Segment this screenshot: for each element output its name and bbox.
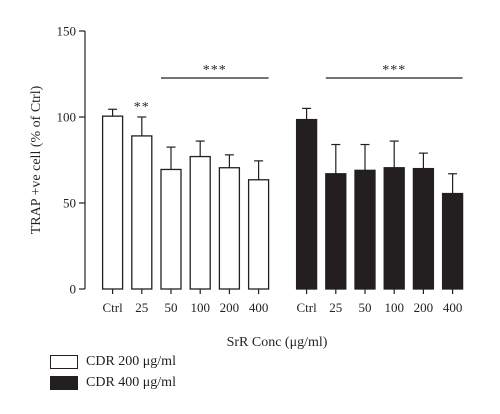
bar — [383, 167, 405, 290]
x-tick-label: Ctrl — [102, 300, 123, 315]
bar — [441, 192, 464, 290]
legend-item-cdr-200: CDR 200 μg/ml — [50, 352, 176, 372]
bar — [189, 155, 211, 290]
significance-marker: *** — [382, 63, 406, 78]
bar — [131, 135, 153, 290]
y-tick-label: 100 — [57, 110, 77, 125]
x-tick-label: 25 — [329, 300, 342, 315]
x-tick-label: 50 — [359, 300, 372, 315]
y-tick-label: 50 — [63, 196, 76, 211]
x-tick-label: Ctrl — [296, 300, 317, 315]
x-tick-label: 200 — [414, 300, 434, 315]
y-axis-title: TRAP +ve cell (% of Ctrl) — [29, 85, 44, 234]
legend: CDR 200 μg/ml CDR 400 μg/ml — [50, 352, 176, 394]
legend-swatch-cdr-400 — [50, 376, 78, 390]
x-tick-label: 50 — [165, 300, 178, 315]
bar — [412, 167, 435, 290]
bar — [247, 179, 270, 290]
x-tick-label: 400 — [249, 300, 269, 315]
y-tick-label: 150 — [57, 24, 77, 39]
bar — [101, 115, 124, 290]
y-tick-label: 0 — [70, 282, 77, 297]
x-tick-label: 100 — [384, 300, 404, 315]
legend-label-cdr-200: CDR 200 μg/ml — [86, 354, 176, 369]
bar — [218, 167, 241, 290]
x-tick-label: 400 — [443, 300, 463, 315]
bar-chart: TRAP +ve cell (% of Ctrl) SrR Conc (μg/m… — [29, 24, 464, 350]
plot-area: 0 50 100 150 Ctrl 25 50 100 200 400 Ctrl 25 50 100 200… — [57, 24, 464, 315]
bar — [354, 169, 376, 290]
x-tick-label: 25 — [135, 300, 148, 315]
x-tick-label: 100 — [190, 300, 210, 315]
legend-item-cdr-400: CDR 400 μg/ml — [50, 373, 176, 393]
legend-swatch-cdr-200 — [50, 355, 78, 369]
bar — [160, 168, 182, 290]
bar — [295, 118, 318, 290]
bar — [325, 173, 347, 290]
x-tick-label: 200 — [220, 300, 240, 315]
x-axis-title: SrR Conc (μg/ml) — [227, 335, 328, 350]
significance-marker: ** — [134, 100, 150, 115]
significance-marker: *** — [203, 63, 227, 78]
legend-label-cdr-400: CDR 400 μg/ml — [86, 375, 176, 390]
